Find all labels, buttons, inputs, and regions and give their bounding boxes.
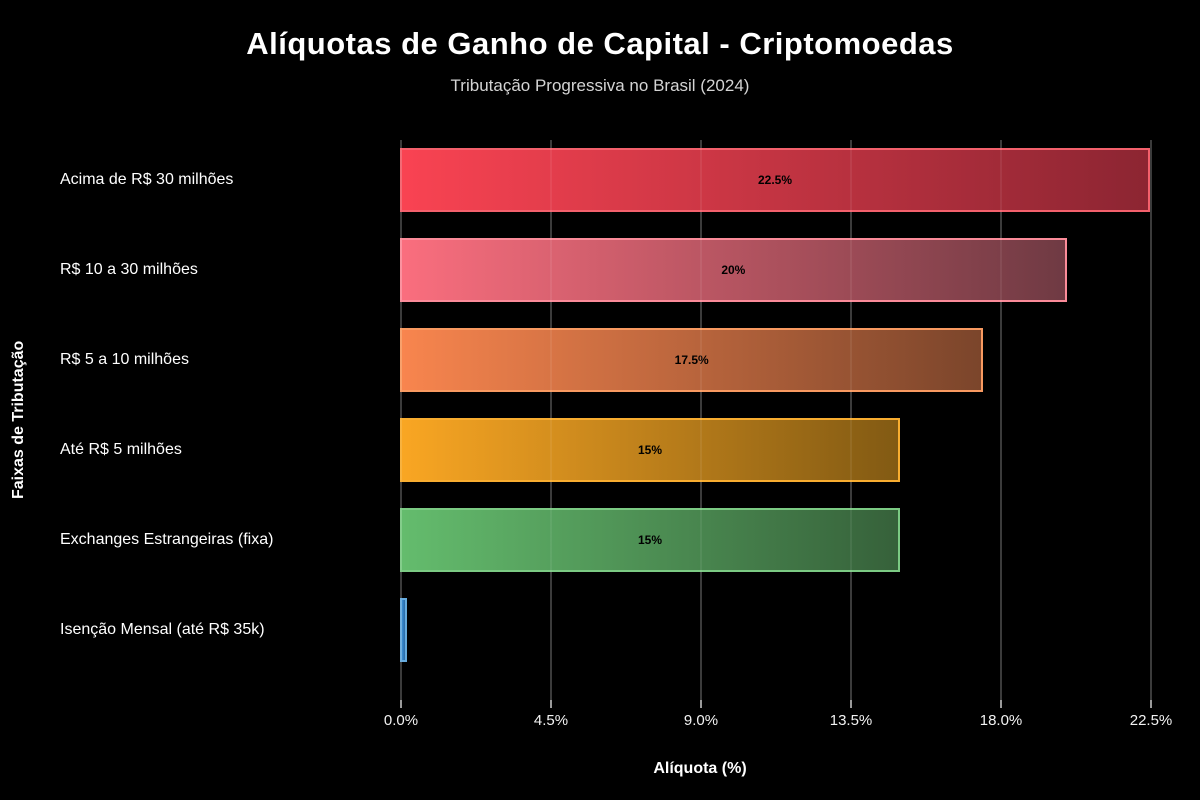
bar-value-label: 20% (721, 263, 746, 277)
bar-value-label: 22.5% (757, 173, 793, 187)
bar (400, 598, 407, 662)
bar: 20% (400, 238, 1067, 302)
chart-subtitle: Tributação Progressiva no Brasil (2024) (450, 76, 750, 95)
gridline-overlay (850, 140, 852, 700)
x-axis-label: Alíquota (%) (653, 760, 747, 777)
x-tick-mark (1150, 700, 1152, 708)
x-tick-mark (700, 700, 702, 708)
y-tick-label: R$ 5 a 10 milhões (60, 351, 189, 368)
y-tick-label: Exchanges Estrangeiras (fixa) (60, 531, 274, 548)
y-tick-label: Até R$ 5 milhões (60, 441, 182, 458)
gridline-overlay (550, 140, 552, 700)
gridline (1000, 140, 1002, 700)
y-tick-label: Isenção Mensal (até R$ 35k) (60, 621, 265, 638)
x-tick-label: 4.5% (533, 712, 569, 729)
bar: 22.5% (400, 148, 1150, 212)
gridline-overlay (1000, 140, 1002, 700)
x-tick-label: 18.0% (979, 712, 1023, 729)
x-tick-mark (1000, 700, 1002, 708)
x-tick-mark (850, 700, 852, 708)
gridline-overlay (400, 140, 402, 700)
bar-value-label: 15% (637, 443, 663, 457)
gridline-overlay (700, 140, 702, 700)
x-tick-mark (400, 700, 402, 708)
x-tick-label: 13.5% (829, 712, 873, 729)
bar: 17.5% (400, 328, 984, 392)
bar-value-label: 17.5% (674, 353, 709, 367)
gridline-overlay (1150, 140, 1152, 700)
bar: 15% (400, 418, 900, 482)
bar: 15% (400, 508, 900, 572)
y-axis-label: Faixas de Tributação (10, 340, 27, 500)
gridline (1150, 140, 1152, 700)
chart-title: Alíquotas de Ganho de Capital - Criptomo… (246, 26, 954, 61)
x-tick-label: 9.0% (683, 712, 719, 729)
y-tick-label: R$ 10 a 30 milhões (60, 261, 198, 278)
x-tick-label: 22.5% (1129, 712, 1173, 729)
plot-area: 22.5% 20% 17.5% 15% 15% 0.0% 4.5% 9.0% 13.5% 18.… (384, 140, 1185, 729)
x-tick-mark (550, 700, 552, 708)
y-tick-label: Acima de R$ 30 milhões (60, 171, 234, 188)
x-tick-label: 0.0% (383, 712, 419, 729)
bar-value-label: 15% (637, 533, 663, 547)
